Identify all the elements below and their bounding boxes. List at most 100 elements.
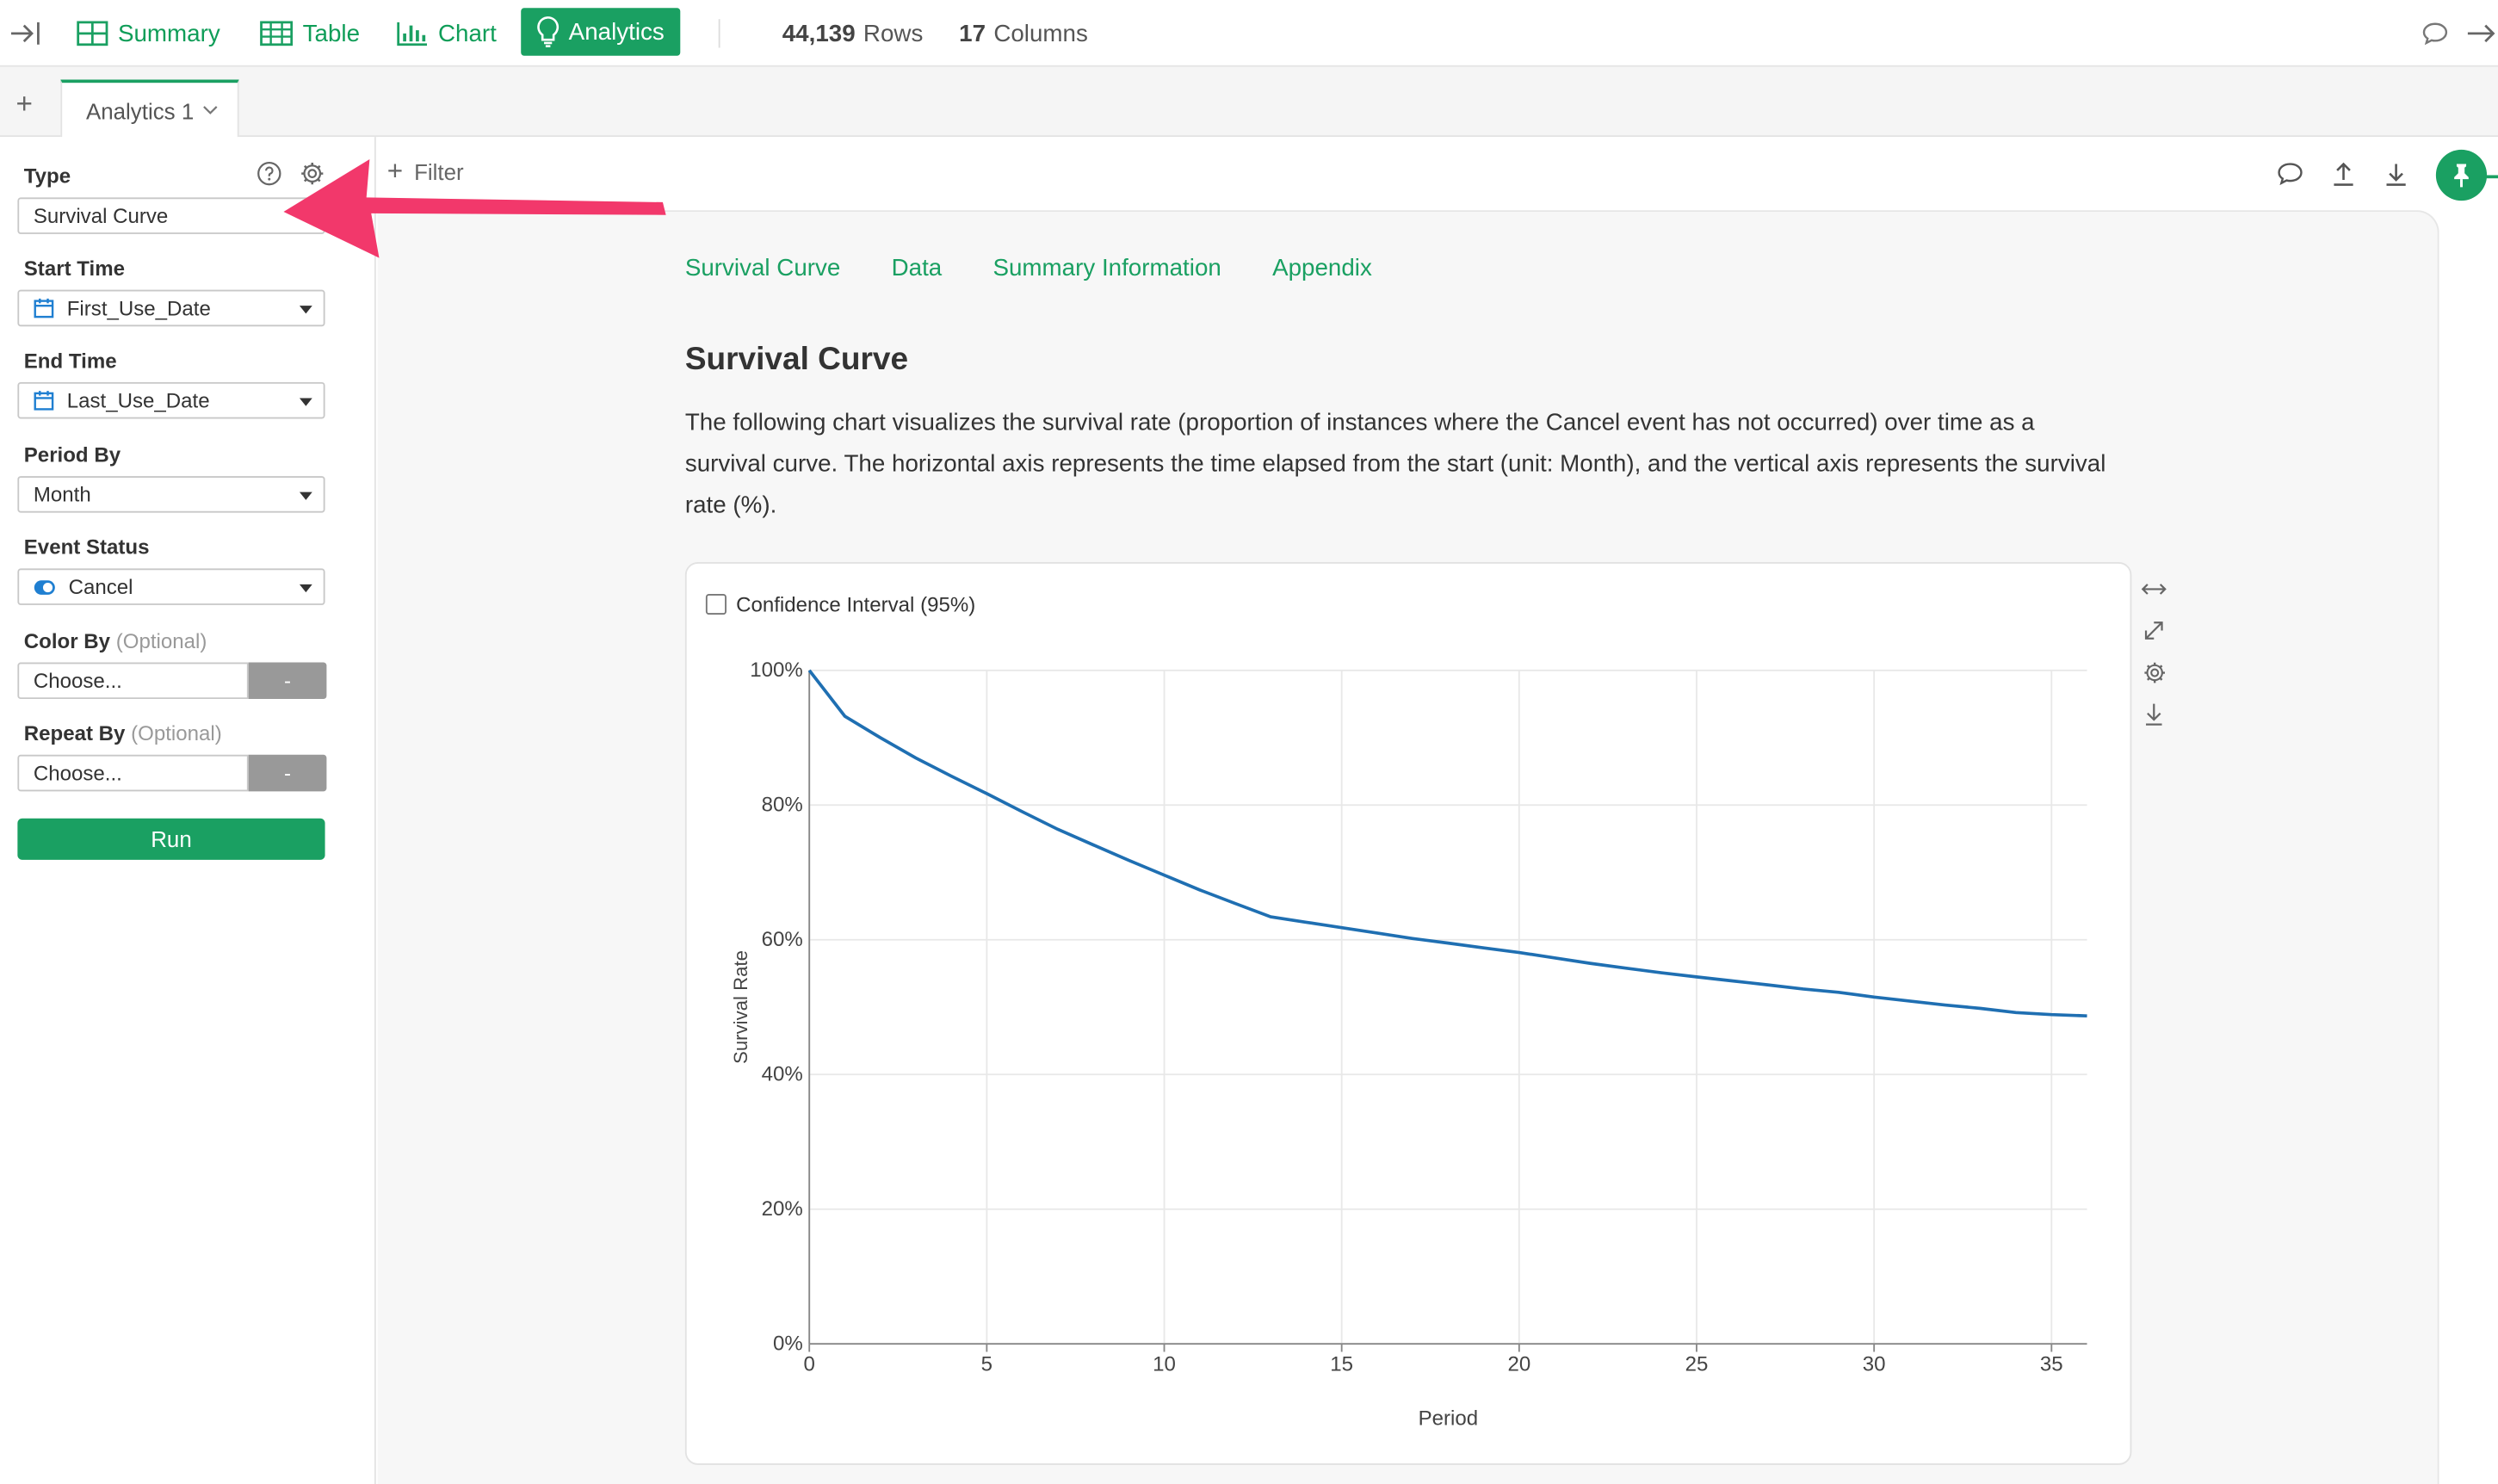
main-content: + Filter Survival Curve Data Summary Inf… xyxy=(377,137,2498,1484)
lightbulb-icon xyxy=(537,16,560,47)
download-icon[interactable] xyxy=(2382,159,2410,188)
top-toolbar: Summary Table Chart Analytics 44,139 Row… xyxy=(0,0,2498,67)
x-axis-label: Period xyxy=(1419,1407,1479,1431)
start-time-select[interactable]: First_Use_Date xyxy=(17,289,325,327)
color-by-value: Choose... xyxy=(33,668,122,693)
x-tick-label: 15 xyxy=(1330,1353,1353,1376)
bar-chart-icon xyxy=(397,22,428,46)
pin-button[interactable] xyxy=(2435,149,2488,201)
comment-icon[interactable] xyxy=(2275,159,2303,188)
annotation-arrow xyxy=(283,158,666,258)
tab-analytics[interactable]: Analytics xyxy=(521,8,681,56)
type-select-value: Survival Curve xyxy=(33,203,169,228)
x-tick-label: 20 xyxy=(1507,1353,1530,1376)
collapse-sidebar-icon[interactable] xyxy=(9,0,41,67)
table-icon xyxy=(260,21,294,46)
calendar-icon xyxy=(34,298,54,318)
chart-settings-icon[interactable] xyxy=(2140,658,2168,686)
y-tick-label: 80% xyxy=(762,794,803,817)
repeat-by-label: Repeat By (Optional) xyxy=(24,721,222,745)
color-by-clear-button[interactable]: - xyxy=(248,662,327,700)
fit-width-icon[interactable] xyxy=(2140,575,2168,603)
expand-right-icon[interactable] xyxy=(2466,0,2498,67)
columns-count-value: 17 xyxy=(959,20,986,47)
chevron-down-icon xyxy=(202,106,217,114)
nav-data[interactable]: Data xyxy=(891,254,943,282)
analysis-tab-bar: + Analytics 1 xyxy=(0,66,2498,139)
confidence-interval-label: Confidence Interval (95%) xyxy=(736,592,976,616)
tab-summary-label: Summary xyxy=(117,20,220,47)
columns-count-label: Columns xyxy=(993,20,1088,47)
x-tick-label: 30 xyxy=(1863,1353,1886,1376)
y-tick-label: 20% xyxy=(762,1197,803,1221)
nav-appendix[interactable]: Appendix xyxy=(1272,254,1372,282)
columns-count: 17 Columns xyxy=(959,0,1088,67)
dropdown-caret-icon xyxy=(299,492,312,500)
comment-icon[interactable] xyxy=(2421,0,2448,67)
color-by-optional: (Optional) xyxy=(115,628,207,653)
tab-analytics-label: Analytics xyxy=(568,18,665,46)
help-icon[interactable] xyxy=(257,161,282,195)
end-time-label: End Time xyxy=(23,349,117,373)
survival-curve-chart: 0% 20% 40% 60% 80% 100% 0 5 10 15 20 25 30 35 Period Su… xyxy=(730,659,2087,1431)
analytics-settings-panel: Type Survival Curve Start Time First_Use… xyxy=(0,137,376,1484)
repeat-by-select[interactable]: Choose... - xyxy=(17,754,327,792)
period-by-select[interactable]: Month xyxy=(17,476,325,513)
event-status-select[interactable]: Cancel xyxy=(17,568,325,605)
fullscreen-icon[interactable] xyxy=(2140,616,2168,645)
type-select[interactable]: Survival Curve xyxy=(17,197,325,234)
dropdown-caret-icon xyxy=(299,398,312,406)
nav-summary-information[interactable]: Summary Information xyxy=(992,254,1221,282)
tab-chart[interactable]: Chart xyxy=(397,0,497,67)
filter-label: Filter xyxy=(414,158,464,185)
pin-icon xyxy=(2454,164,2469,188)
y-tick-label: 0% xyxy=(773,1333,803,1356)
y-axis-label: Survival Rate xyxy=(730,950,751,1064)
period-by-label: Period By xyxy=(23,442,121,467)
add-tab-button[interactable]: + xyxy=(15,87,33,120)
x-tick-label: 35 xyxy=(2040,1353,2063,1376)
tab-analytics-1[interactable]: Analytics 1 xyxy=(60,79,239,139)
rows-count: 44,139 Rows xyxy=(782,0,924,67)
confidence-interval-checkbox[interactable] xyxy=(705,593,727,615)
repeat-by-value: Choose... xyxy=(33,761,122,785)
y-tick-label: 100% xyxy=(750,659,803,682)
dropdown-caret-icon xyxy=(299,306,312,314)
tab-summary[interactable]: Summary xyxy=(77,0,220,67)
upload-icon[interactable] xyxy=(2329,159,2358,188)
survival-series-line xyxy=(807,669,2087,1018)
repeat-by-optional: (Optional) xyxy=(131,720,222,745)
chart-card: Confidence Interval (95%) 0% 20% 40% 60% 80%… xyxy=(684,561,2132,1465)
x-tick-label: 25 xyxy=(1685,1353,1709,1376)
chart-download-icon[interactable] xyxy=(2140,699,2168,727)
x-tick-label: 10 xyxy=(1153,1353,1176,1376)
settings-gear-icon[interactable] xyxy=(300,161,325,195)
confidence-interval-option[interactable]: Confidence Interval (95%) xyxy=(705,592,976,616)
type-label: Type xyxy=(23,164,71,189)
y-tick-label: 40% xyxy=(762,1063,803,1086)
rows-count-value: 44,139 xyxy=(782,20,856,47)
x-tick-label: 5 xyxy=(981,1353,992,1376)
period-by-value: Month xyxy=(33,482,91,507)
event-status-label: Event Status xyxy=(23,535,150,560)
repeat-by-clear-button[interactable]: - xyxy=(248,754,327,792)
report-description: The following chart visualizes the survi… xyxy=(684,409,2106,520)
color-by-label-text: Color By xyxy=(23,628,111,653)
rows-count-label: Rows xyxy=(863,20,924,47)
color-by-label: Color By (Optional) xyxy=(24,629,207,653)
tab-analytics-1-label: Analytics 1 xyxy=(85,97,195,124)
filter-button[interactable]: + Filter xyxy=(387,158,464,185)
report-panel: Survival Curve Data Summary Information … xyxy=(377,210,2439,1484)
tab-table[interactable]: Table xyxy=(260,0,360,67)
run-button[interactable]: Run xyxy=(17,818,325,860)
calendar-icon xyxy=(34,390,54,411)
end-time-select[interactable]: Last_Use_Date xyxy=(17,381,325,419)
summary-grid-icon xyxy=(77,21,108,46)
report-nav: Survival Curve Data Summary Information … xyxy=(685,255,1372,281)
toggle-icon xyxy=(34,578,56,594)
start-time-label: Start Time xyxy=(23,256,125,281)
nav-survival-curve[interactable]: Survival Curve xyxy=(684,254,841,282)
repeat-by-label-text: Repeat By xyxy=(23,720,126,745)
color-by-select[interactable]: Choose... - xyxy=(17,662,327,700)
